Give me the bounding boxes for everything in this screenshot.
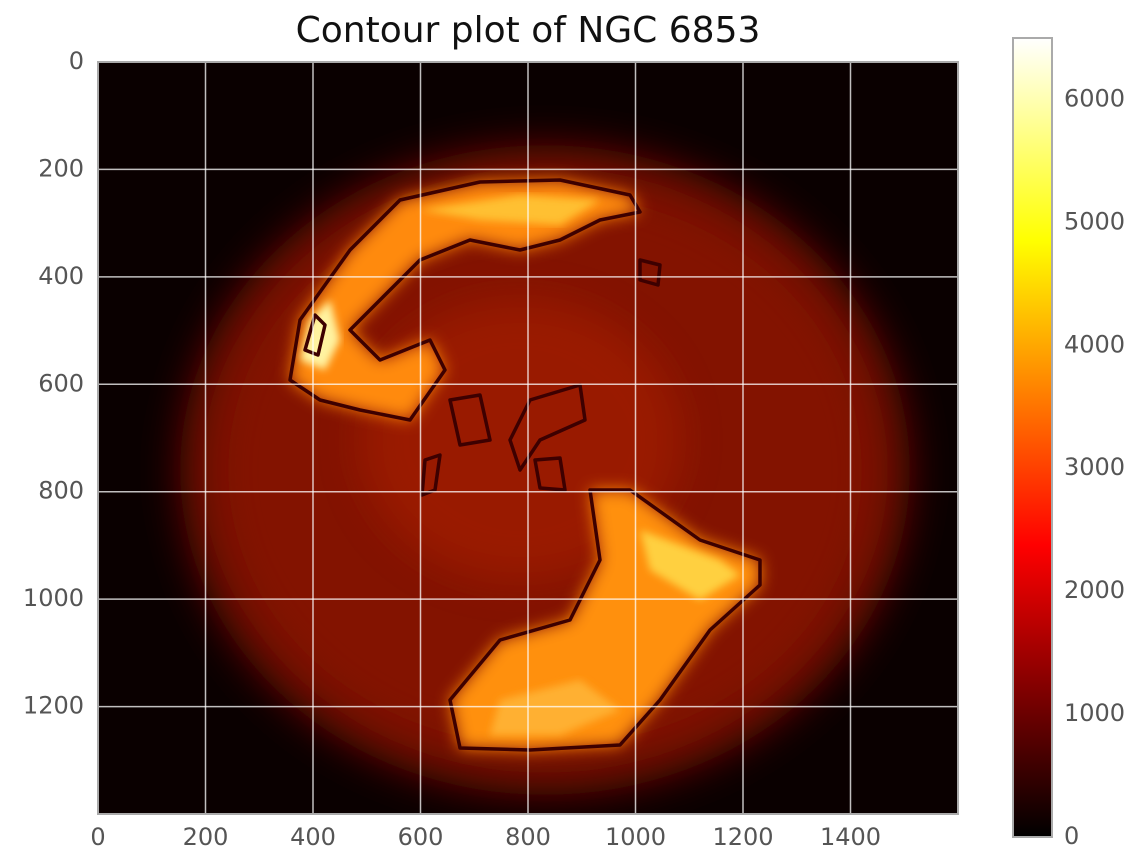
y-tick-label: 1200 — [23, 692, 84, 720]
colorbar-tick-label: 0 — [1064, 822, 1079, 850]
x-tick-label: 1400 — [820, 823, 881, 851]
plot-frame — [97, 61, 959, 815]
colorbar — [1012, 37, 1053, 838]
colorbar-tick-label: 2000 — [1064, 576, 1125, 604]
x-tick-label: 600 — [398, 823, 444, 851]
x-tick-label: 1000 — [605, 823, 666, 851]
x-tick-label: 1200 — [712, 823, 773, 851]
y-tick-label: 0 — [69, 47, 84, 75]
y-tick-label: 600 — [38, 369, 84, 397]
colorbar-tick-label: 5000 — [1064, 207, 1125, 235]
colorbar-tick-label: 6000 — [1064, 84, 1125, 112]
y-tick-label: 1000 — [23, 584, 84, 612]
y-tick-label: 400 — [38, 262, 84, 290]
x-tick-label: 200 — [183, 823, 229, 851]
chart-title: Contour plot of NGC 6853 — [296, 10, 761, 51]
colorbar-tick-label: 4000 — [1064, 330, 1125, 358]
x-tick-label: 800 — [505, 823, 551, 851]
colorbar-tick-label: 3000 — [1064, 453, 1125, 481]
x-tick-label: 0 — [90, 823, 105, 851]
y-tick-label: 200 — [38, 154, 84, 182]
y-tick-label: 800 — [38, 477, 84, 505]
x-tick-label: 400 — [290, 823, 336, 851]
colorbar-tick-label: 1000 — [1064, 699, 1125, 727]
